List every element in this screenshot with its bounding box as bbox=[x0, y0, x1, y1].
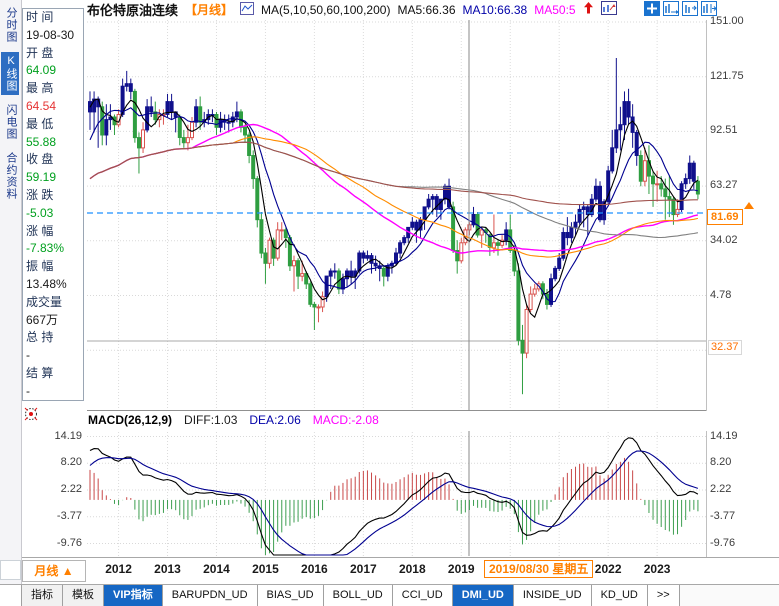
macd-params-label: MACD(26,12,9) bbox=[88, 413, 173, 427]
period-tag[interactable]: 【月线】 bbox=[185, 3, 234, 17]
tab-barupdn-ud[interactable]: BARUPDN_UD bbox=[162, 585, 258, 606]
pane-controls bbox=[644, 1, 717, 21]
quote-label: 结 算 bbox=[26, 365, 54, 380]
quote-value-high: 64.54 bbox=[26, 98, 57, 113]
sidebar-tab-kline[interactable]: K线图 bbox=[1, 52, 19, 95]
tab-templates[interactable]: 模板 bbox=[63, 585, 104, 606]
quote-label: 最 高 bbox=[26, 81, 54, 96]
pan-icon[interactable] bbox=[644, 1, 660, 21]
sidebar-tab-contract-info[interactable]: 合约资料 bbox=[5, 152, 17, 200]
quote-label: 开 盘 bbox=[26, 45, 54, 60]
quote-label: 收 盘 bbox=[26, 152, 54, 167]
period-selector[interactable]: 月线 ▲ bbox=[22, 560, 86, 582]
price-marker-label: 81.69 bbox=[707, 209, 743, 225]
macd-dea-value: DEA:2.06 bbox=[249, 413, 301, 427]
level-line-label: 32.37 bbox=[708, 340, 742, 355]
tab-kd-ud[interactable]: KD_UD bbox=[591, 585, 648, 606]
ma50-value: MA50:5 bbox=[534, 2, 576, 17]
tab-boll-ud[interactable]: BOLL_UD bbox=[323, 585, 393, 606]
quote-value-open-interest: - bbox=[26, 348, 30, 363]
quote-value-change-pct: -7.83% bbox=[26, 241, 65, 256]
chart-header: 布伦特原油连续 【月线】 MA(5,10,50,60,100,200) MA5:… bbox=[87, 0, 645, 19]
pane-layout-icon-1[interactable] bbox=[663, 1, 679, 21]
tab-dmi-ud[interactable]: DMI_UD bbox=[452, 585, 514, 606]
quote-value-time: 19-08-30 bbox=[26, 27, 75, 42]
pane-layout-icon-2[interactable] bbox=[682, 1, 698, 21]
quote-value-low: 55.88 bbox=[26, 134, 57, 149]
quote-label: 成交量 bbox=[26, 294, 63, 309]
ma10-value: MA10:66.38 bbox=[462, 2, 528, 17]
chart-icon bbox=[240, 1, 255, 18]
quote-label: 振 幅 bbox=[26, 259, 54, 274]
pane-layout-icon-3[interactable] bbox=[701, 1, 717, 21]
tab-vip-indicator[interactable]: VIP指标 bbox=[104, 585, 163, 606]
up-arrow-icon bbox=[583, 1, 594, 18]
quote-value-close: 59.19 bbox=[26, 170, 57, 185]
crosshair-tool-icon[interactable] bbox=[23, 406, 39, 427]
quote-label: 最 低 bbox=[26, 116, 54, 131]
quote-label: 总 持 bbox=[26, 330, 54, 345]
quote-value-settlement: - bbox=[26, 383, 30, 398]
ma5-value: MA5:66.36 bbox=[397, 2, 456, 17]
time-axis-strip bbox=[0, 557, 779, 585]
right-axis-gutter bbox=[707, 0, 779, 557]
ma-settings-label: MA(5,10,50,60,100,200) bbox=[261, 2, 391, 17]
macd-diff-value: DIFF:1.03 bbox=[184, 413, 238, 427]
macd-header: MACD(26,12,9) DIFF:1.03 DEA:2.06 MACD:-2… bbox=[88, 413, 379, 427]
indicator-tabbar: 指标 模板 VIP指标 BARUPDN_UD BIAS_UD BOLL_UD C… bbox=[0, 584, 779, 606]
sidebar-tab-flash[interactable]: 闪电图 bbox=[5, 104, 17, 140]
chart-type-sidebar: 分时图 K线图 闪电图 合约资料 bbox=[0, 0, 22, 605]
contract-title: 布伦特原油连续 bbox=[87, 3, 179, 18]
quote-value-volume: 667万 bbox=[26, 312, 59, 327]
tab-more[interactable]: >> bbox=[647, 585, 680, 606]
quote-label: 涨 幅 bbox=[26, 223, 54, 238]
macd-header-gutter bbox=[87, 411, 707, 431]
corner-box bbox=[0, 560, 21, 580]
tab-cci-ud[interactable]: CCI_UD bbox=[392, 585, 453, 606]
tab-indicators[interactable]: 指标 bbox=[22, 585, 63, 606]
tab-bias-ud[interactable]: BIAS_UD bbox=[257, 585, 324, 606]
quote-label: 涨 跌 bbox=[26, 187, 54, 202]
tab-inside-ud[interactable]: INSIDE_UD bbox=[513, 585, 592, 606]
indicator-window-icon[interactable] bbox=[600, 1, 617, 18]
price-marker-up-icon bbox=[744, 202, 754, 209]
quote-value-open: 64.09 bbox=[26, 63, 57, 78]
quote-value-change: -5.03 bbox=[26, 205, 54, 220]
macd-bar-value: MACD:-2.08 bbox=[312, 413, 379, 427]
quote-label: 时 间 bbox=[26, 10, 54, 24]
crosshair-date-label: 2019/08/30 星期五 bbox=[484, 560, 594, 578]
quote-panel: 时 间 19-08-30 开 盘 64.09 最 高 64.54 最 低 55.… bbox=[22, 8, 84, 401]
quote-value-amplitude: 13.48% bbox=[26, 276, 67, 291]
tabbar-corner bbox=[0, 585, 22, 606]
sidebar-tab-timeline[interactable]: 分时图 bbox=[5, 7, 17, 43]
